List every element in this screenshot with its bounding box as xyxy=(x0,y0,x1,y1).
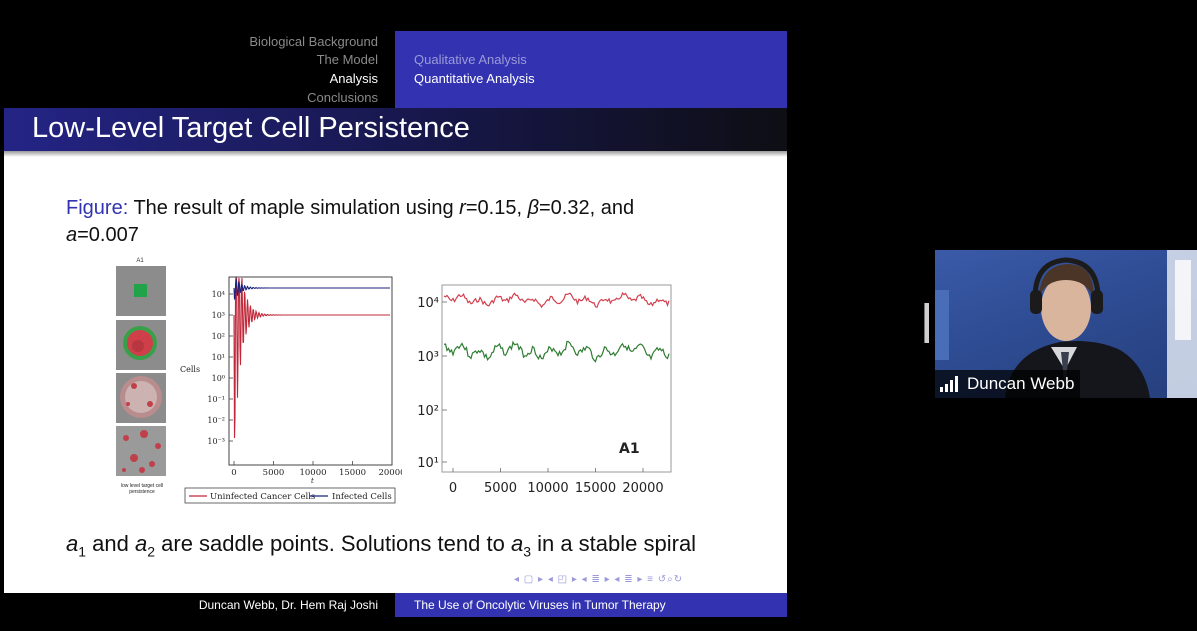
caption-a-symbol: a xyxy=(66,224,78,246)
right-plot-series-green xyxy=(443,340,670,363)
section-nav: Biological Background The Model Analysis… xyxy=(4,31,395,108)
footer-authors: Duncan Webb, Dr. Hem Raj Joshi xyxy=(198,598,378,612)
left-plot-ytick-label: 10¹ xyxy=(212,353,225,362)
thumbs-label: A1 xyxy=(136,258,144,264)
subsection-nav: Qualitative Analysis Quantitative Analys… xyxy=(395,31,787,108)
video-panel-resize-handle[interactable] xyxy=(924,303,929,343)
nav-section-conclusions[interactable]: Conclusions xyxy=(307,90,378,105)
left-plot-ylabel: Cells xyxy=(180,365,200,374)
bottom-text-part-3: in a stable spiral xyxy=(530,531,697,556)
slide-bottom-text: a1 and a2 are saddle points. Solutions t… xyxy=(66,529,726,566)
legend-label-infected: Infected Cells xyxy=(332,492,392,502)
left-plot-xtick-label: 15000 xyxy=(339,468,366,478)
left-plot-series-infected xyxy=(233,278,390,300)
caption-beta-value: =0.32, and xyxy=(539,197,635,219)
thumbs-caption: low level target cell persistence xyxy=(120,483,164,495)
left-plot-ytick-label: 10⁻² xyxy=(207,416,225,425)
right-plot-xtick-label: 20000 xyxy=(622,481,663,496)
right-plot-ytick-label: 10³ xyxy=(417,350,439,365)
left-plot: 10⁴ 10³ 10² 10¹ 10⁰ 10⁻¹ 10⁻² 10⁻³ 0 5000 10000 15… xyxy=(180,276,402,504)
a3-subscript: 3 xyxy=(523,543,531,560)
nav-subsection-qualitative[interactable]: Qualitative Analysis xyxy=(414,52,527,67)
nav-section-biological-background[interactable]: Biological Background xyxy=(249,34,378,49)
left-plot-xtick-label: 10000 xyxy=(299,468,326,478)
caption-beta-symbol: β xyxy=(527,197,539,219)
right-plot-ytick-label: 10¹ xyxy=(417,456,439,471)
thumbnail-images xyxy=(116,266,166,476)
left-plot-series-uninfected xyxy=(233,277,390,439)
right-plot-frame xyxy=(441,284,672,473)
caption-label: Figure: xyxy=(66,197,129,219)
left-plot-ytick-label: 10⁴ xyxy=(212,290,225,299)
simulation-thumbnails: A1 low level target cell persistence xyxy=(114,258,170,508)
right-plot-xtick-label: 10000 xyxy=(527,481,568,496)
left-plot-xlabel: t xyxy=(311,477,314,485)
slide-body: Figure: The result of maple simulation u… xyxy=(4,157,787,593)
a1-subscript: 1 xyxy=(78,543,87,560)
left-plot-ytick-label: 10³ xyxy=(212,311,225,320)
nav-section-analysis[interactable]: Analysis xyxy=(329,71,378,86)
right-plot: 10⁴ 10³ 10² 10¹ 0 5000 10000 15000 20000 A1 xyxy=(417,284,672,496)
caption-a-value: =0.007 xyxy=(77,224,139,246)
slide-title-bar: Low-Level Target Cell Persistence xyxy=(4,108,787,151)
bottom-text-part-2: are saddle points. Solutions tend to xyxy=(155,531,511,556)
signal-bars-icon xyxy=(940,376,958,392)
a3-symbol: a xyxy=(510,531,524,556)
right-plot-ytick-label: 10⁴ xyxy=(417,296,439,311)
left-plot-legend xyxy=(184,487,396,504)
title-shadow xyxy=(4,151,787,157)
a1-symbol: a xyxy=(66,531,79,556)
right-plot-ytick-label: 10² xyxy=(417,404,439,419)
participant-video-feed xyxy=(935,250,1197,398)
left-plot-ytick-label: 10⁰ xyxy=(212,374,225,383)
right-plot-series-red xyxy=(443,291,670,309)
footer-talk-title: The Use of Oncolytic Viruses in Tumor Th… xyxy=(414,598,666,612)
participant-name: Duncan Webb xyxy=(967,374,1075,393)
right-plot-xtick-label: 15000 xyxy=(575,481,616,496)
right-plot-xtick-label: 0 xyxy=(449,481,457,496)
left-plot-ytick-label: 10⁻³ xyxy=(207,437,225,446)
footer-authors-bar: Duncan Webb, Dr. Hem Raj Joshi xyxy=(4,593,395,617)
right-plot-xtick-label: 5000 xyxy=(484,481,517,496)
left-plot-ytick-label: 10² xyxy=(212,332,225,341)
slide-title: Low-Level Target Cell Persistence xyxy=(32,112,470,144)
left-plot-xtick-label: 5000 xyxy=(263,468,285,478)
beamer-navigation-controls[interactable]: ◂ ▢ ▸ ◂ ◰ ▸ ◂ ≣ ▸ ◂ ≣ ▸ ≡ ↺⌕↻ xyxy=(514,574,684,585)
nav-section-the-model[interactable]: The Model xyxy=(316,52,378,67)
left-plot-ytick-label: 10⁻¹ xyxy=(207,395,225,404)
nav-subsection-quantitative[interactable]: Quantitative Analysis xyxy=(414,71,535,86)
legend-label-uninfected: Uninfected Cancer Cells xyxy=(210,492,315,502)
participant-name-tag: Duncan Webb xyxy=(935,370,1081,398)
left-plot-frame xyxy=(228,276,393,466)
figure-caption: Figure: The result of maple simulation u… xyxy=(66,195,706,249)
caption-text: The result of maple simulation using xyxy=(133,197,460,219)
left-plot-xtick-label: 0 xyxy=(231,468,236,478)
caption-r-symbol: r xyxy=(459,197,466,219)
footer-title-bar: The Use of Oncolytic Viruses in Tumor Th… xyxy=(395,593,787,617)
caption-r-value: =0.15, xyxy=(465,197,528,219)
right-plot-label: A1 xyxy=(619,441,640,457)
left-plot-xtick-label: 20000 xyxy=(378,468,402,478)
a2-symbol: a xyxy=(134,531,148,556)
a2-subscript: 2 xyxy=(147,543,156,560)
bottom-text-part-1: and xyxy=(86,531,135,556)
participant-video-tile[interactable]: Duncan Webb xyxy=(935,250,1197,398)
